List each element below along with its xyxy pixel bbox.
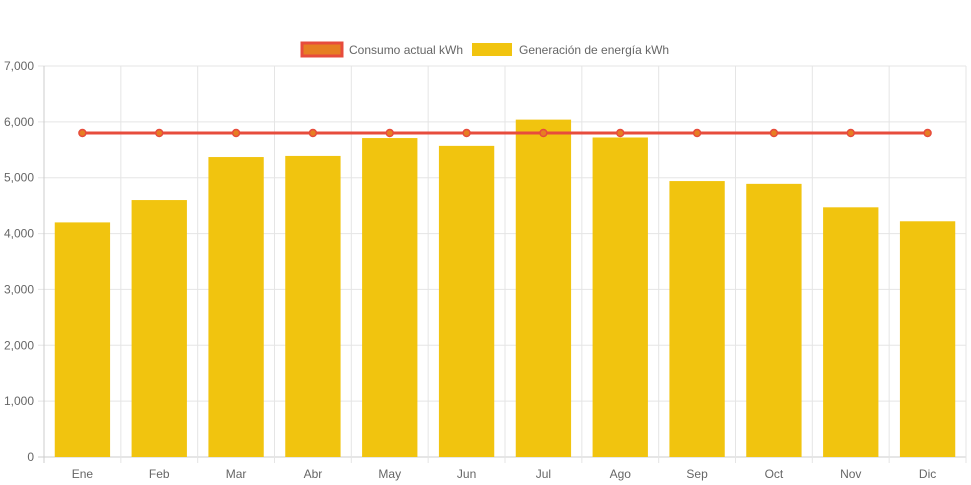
x-tick-label: Ene — [72, 467, 94, 481]
legend-label-generacion[interactable]: Generación de energía kWh — [519, 43, 669, 57]
x-tick-label: Feb — [149, 467, 170, 481]
bar-mar[interactable] — [208, 157, 264, 457]
consumption-point-may[interactable] — [385, 128, 394, 138]
y-tick-label: 2,000 — [4, 338, 34, 352]
bar-ago[interactable] — [592, 137, 648, 458]
consumption-point-ago[interactable] — [616, 128, 625, 138]
x-tick-label: Oct — [765, 467, 784, 481]
consumption-point-jun[interactable] — [462, 128, 471, 138]
consumption-point-mar[interactable] — [231, 128, 241, 138]
consumption-point-nov[interactable] — [846, 128, 855, 138]
y-tick-label: 1,000 — [4, 394, 34, 408]
y-tick-label: 6,000 — [4, 115, 34, 129]
y-tick-label: 7,000 — [4, 59, 34, 73]
bar-ene[interactable] — [54, 222, 111, 457]
x-tick-label: Nov — [840, 467, 861, 481]
consumption-point-ene[interactable] — [78, 128, 87, 138]
bars — [54, 119, 956, 458]
legend-swatch-generacion[interactable] — [472, 43, 512, 56]
bar-nov[interactable] — [823, 207, 879, 457]
legend-label-consumo[interactable]: Consumo actual kWh — [349, 43, 463, 57]
x-tick-label: Ago — [610, 467, 632, 481]
x-tick-label: Jul — [536, 467, 551, 481]
bar-abr[interactable] — [285, 155, 341, 457]
consumption-point-abr[interactable] — [308, 128, 318, 138]
legend: Consumo actual kWh Generación de energía… — [300, 41, 669, 58]
x-tick-label: Sep — [686, 467, 708, 481]
consumption-line — [78, 128, 932, 138]
y-tick-label: 5,000 — [4, 171, 34, 185]
y-axis-ticks: 0 1,000 2,000 3,000 4,000 5,000 6,000 7,000 — [4, 59, 34, 464]
bar-jun[interactable] — [438, 145, 495, 457]
y-tick-label: 0 — [27, 450, 34, 464]
bar-oct[interactable] — [746, 183, 802, 457]
bar-may[interactable] — [362, 138, 418, 457]
x-tick-label: Dic — [919, 467, 936, 481]
bar-sep[interactable] — [669, 181, 725, 457]
bar-dic[interactable] — [899, 221, 956, 457]
consumption-point-sep[interactable] — [692, 128, 702, 138]
bar-jul[interactable] — [515, 119, 572, 457]
legend-swatch-consumo[interactable] — [300, 41, 344, 58]
x-tick-label: Mar — [226, 467, 247, 481]
x-tick-label: Jun — [457, 467, 476, 481]
bar-feb[interactable] — [131, 200, 187, 458]
x-tick-label: May — [378, 467, 401, 481]
consumption-point-dic[interactable] — [923, 128, 932, 138]
x-axis-ticks: Ene Feb Mar Abr May Jun Jul Ago Sep Oct Nov Dic — [72, 467, 937, 481]
consumption-point-jul[interactable] — [539, 128, 548, 138]
y-tick-label: 3,000 — [4, 282, 34, 296]
x-tick-label: Abr — [304, 467, 323, 481]
consumption-point-feb[interactable] — [155, 128, 164, 138]
consumption-point-oct[interactable] — [769, 128, 779, 138]
y-tick-label: 4,000 — [4, 227, 34, 241]
